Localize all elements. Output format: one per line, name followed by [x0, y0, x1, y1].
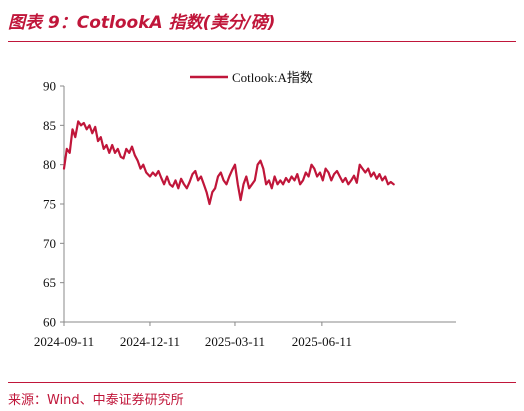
y-tick-label: 90 [43, 79, 56, 94]
series-line-0 [62, 120, 395, 206]
source-divider [8, 382, 516, 383]
y-tick-label: 60 [43, 315, 56, 330]
chart-legend: Cotlook:A指数 [190, 70, 313, 85]
x-tick-label: 2025-06-11 [292, 334, 352, 349]
source-note: 来源：Wind、中泰证券研究所 [8, 393, 184, 408]
chart-axes [63, 86, 456, 323]
y-tick-label: 80 [43, 157, 56, 172]
y-tick-label: 85 [43, 118, 56, 133]
y-tick-label: 70 [43, 236, 56, 251]
title-divider [8, 41, 516, 42]
chart-series [62, 120, 395, 206]
x-tick-label: 2024-09-11 [34, 334, 94, 349]
y-tick-label: 65 [43, 275, 56, 290]
y-tick-label: 75 [43, 197, 56, 212]
chart-title: 图表 9：CotlookA 指数(美分/磅) [8, 13, 276, 33]
legend-label: Cotlook:A指数 [232, 70, 313, 85]
cotlook-line-chart: 60 65 70 75 80 85 90 2024-09-11 2024-12-11 2025-0… [34, 70, 456, 350]
x-tick-label: 2024-12-11 [120, 334, 180, 349]
chart-ticks: 60 65 70 75 80 85 90 2024-09-11 2024-12-11 2025-0… [34, 79, 352, 350]
x-tick-label: 2025-03-11 [205, 334, 265, 349]
